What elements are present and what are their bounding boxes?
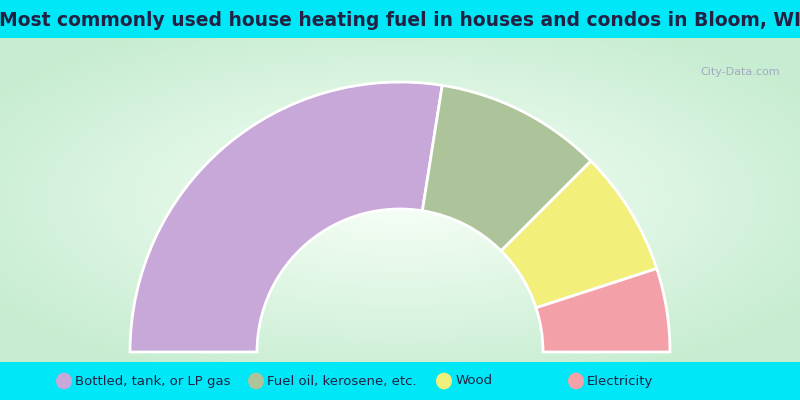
Wedge shape: [422, 85, 591, 251]
Ellipse shape: [248, 373, 264, 389]
Text: Most commonly used house heating fuel in houses and condos in Bloom, WI: Most commonly used house heating fuel in…: [0, 11, 800, 30]
Ellipse shape: [568, 373, 584, 389]
Text: Wood: Wood: [455, 374, 492, 388]
Text: Fuel oil, kerosene, etc.: Fuel oil, kerosene, etc.: [267, 374, 417, 388]
Wedge shape: [501, 161, 657, 308]
Text: Bottled, tank, or LP gas: Bottled, tank, or LP gas: [75, 374, 230, 388]
Ellipse shape: [436, 373, 452, 389]
Text: City-Data.com: City-Data.com: [700, 67, 780, 77]
Wedge shape: [536, 268, 670, 352]
Ellipse shape: [56, 373, 72, 389]
Text: Electricity: Electricity: [587, 374, 654, 388]
Wedge shape: [130, 82, 442, 352]
